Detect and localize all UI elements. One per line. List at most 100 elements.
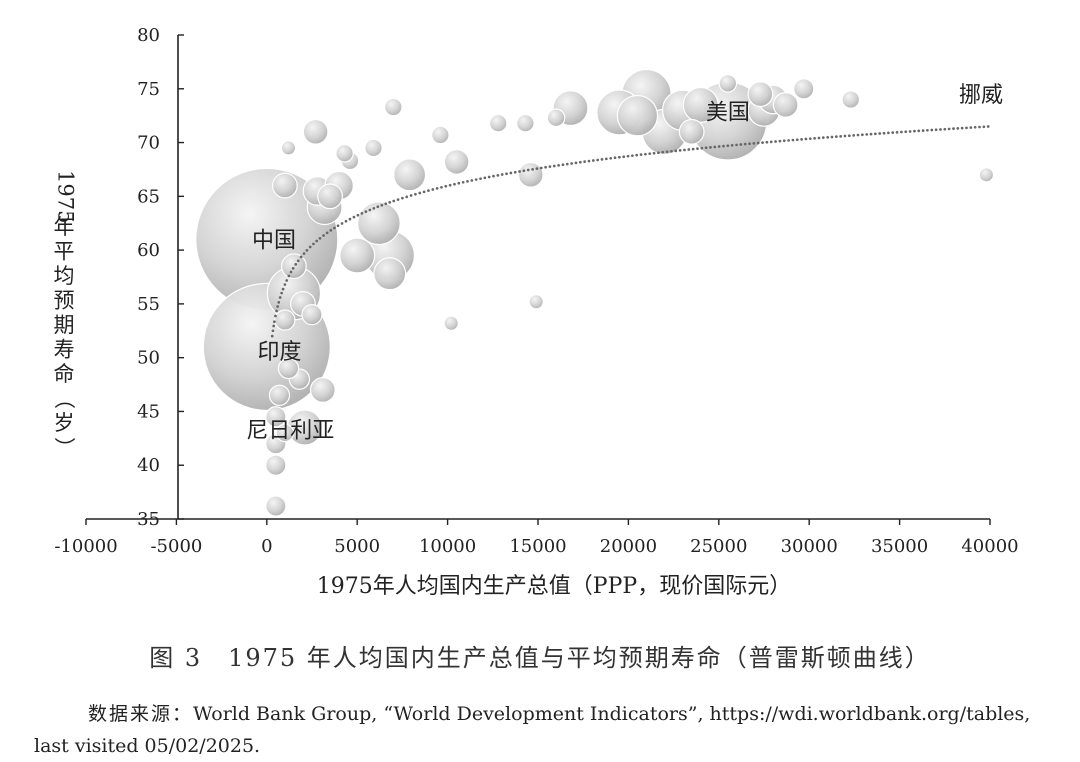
- y-axis-label-char: 平: [54, 240, 75, 264]
- trendline-dot: [887, 131, 890, 135]
- trendline-dot: [526, 168, 530, 172]
- trendline-dot: [276, 305, 279, 308]
- trendline-dot: [813, 136, 816, 140]
- bubble-point: [280, 140, 297, 156]
- trendline-dot: [648, 152, 652, 156]
- y-tick-label: 60: [137, 240, 160, 261]
- x-tick-label: 30000: [781, 536, 838, 557]
- trendline-dot: [483, 176, 487, 180]
- y-axis-label-char: 均: [54, 264, 75, 288]
- trendline-dot: [982, 125, 986, 129]
- bubble-point: [281, 253, 307, 280]
- y-axis-label-year: 1975: [54, 170, 78, 223]
- trendline-dot: [344, 219, 348, 223]
- trendline-dot: [457, 181, 461, 185]
- trendline-dot: [726, 144, 730, 148]
- trendline-dot: [774, 140, 777, 143]
- bubble-point: [616, 94, 659, 137]
- trendline-dot: [748, 142, 751, 146]
- bubble-point: [488, 113, 508, 133]
- data-source-note: 数据来源：World Bank Group, “World Developmen…: [34, 698, 1044, 762]
- trendline-dot: [294, 263, 298, 266]
- trendline-dot: [609, 156, 613, 160]
- x-tick-label: 35000: [871, 536, 928, 557]
- trendline-dot: [384, 202, 388, 206]
- trendline-dot: [826, 135, 829, 139]
- trendline-dot: [392, 199, 396, 203]
- trendline-dot: [635, 153, 639, 157]
- trendline-dot: [299, 255, 303, 259]
- trendline-dot: [665, 150, 669, 154]
- trendline-dot: [704, 146, 708, 150]
- trendline-dot: [904, 130, 908, 134]
- trendline-dot: [505, 172, 508, 176]
- trendline-dot: [356, 213, 360, 217]
- trendline-dot: [956, 127, 960, 130]
- bubble-point: [265, 495, 287, 517]
- bubble-chart: -10000 -5000 0 5000 10000 15000 20000 25000 3000…: [52, 25, 1019, 599]
- trendline-dot: [921, 129, 925, 132]
- trendline-dot: [277, 301, 281, 304]
- trendline-dot: [986, 125, 990, 128]
- x-axis-label: 1975年人均国内生产总值（PPP，现价国际元）: [317, 574, 791, 599]
- trendline-dot: [834, 135, 838, 139]
- x-tick-label: 5000: [334, 536, 380, 557]
- annotation-label: 尼日利亚: [246, 419, 334, 444]
- trendline-dot: [613, 156, 617, 160]
- bubble-point: [373, 257, 407, 291]
- trendline-dot: [583, 160, 586, 164]
- trendline-dot: [661, 150, 665, 154]
- trendline-dot: [622, 155, 626, 159]
- trendline-dot: [409, 194, 413, 197]
- trendline-dot: [318, 236, 322, 240]
- trendline-dot: [296, 259, 300, 263]
- x-tick-label: 10000: [419, 536, 476, 557]
- bubble-point: [335, 144, 354, 163]
- trendline-dot: [308, 245, 312, 249]
- bubble-point: [793, 78, 815, 100]
- trendline-dot: [388, 201, 392, 204]
- trendline-dot: [769, 140, 773, 144]
- trendline-dot: [683, 148, 686, 152]
- trendline-dot: [908, 130, 912, 133]
- y-axis-label-char: 寿: [54, 338, 75, 362]
- bubble-point: [393, 158, 427, 192]
- trendline-dot: [557, 163, 560, 167]
- trendline-dot: [756, 141, 760, 145]
- trendline-dot: [604, 157, 608, 161]
- annotation-label: 印度: [257, 340, 301, 365]
- bubble-point: [682, 86, 719, 123]
- bubble-point: [265, 454, 287, 476]
- trendline-dot: [322, 234, 325, 237]
- trendline-dot: [973, 125, 977, 129]
- x-tick-label: 20000: [600, 536, 657, 557]
- trendline-dot: [717, 145, 721, 148]
- trendline-dot: [804, 137, 808, 141]
- y-axis-label-char: ）: [52, 437, 76, 458]
- annotation-label: 挪威: [959, 83, 1003, 108]
- trendline-dot: [289, 270, 293, 274]
- trendline-dot: [795, 138, 799, 142]
- trendline-layer: [270, 125, 990, 338]
- trendline-dot: [817, 136, 821, 140]
- trendline-dot: [570, 162, 573, 165]
- y-axis-label-char: （: [52, 388, 76, 409]
- bubble-point: [528, 294, 544, 310]
- bubble-point: [309, 377, 336, 403]
- bubble-point: [271, 172, 298, 199]
- trendline-dot: [396, 198, 400, 201]
- bubble-point: [978, 167, 995, 183]
- trendline-dot: [360, 212, 364, 215]
- trendline-dot: [531, 167, 534, 171]
- trendline-dot: [874, 132, 877, 136]
- trendline-dot: [882, 131, 886, 135]
- trendline-dot: [273, 320, 276, 324]
- trendline-dot: [325, 231, 329, 235]
- bubble-layer: [195, 68, 995, 517]
- trendline-dot: [847, 134, 851, 138]
- trendline-dot: [852, 134, 856, 137]
- trendline-dot: [965, 126, 968, 130]
- trendline-dot: [278, 296, 282, 299]
- trendline-dot: [315, 239, 319, 243]
